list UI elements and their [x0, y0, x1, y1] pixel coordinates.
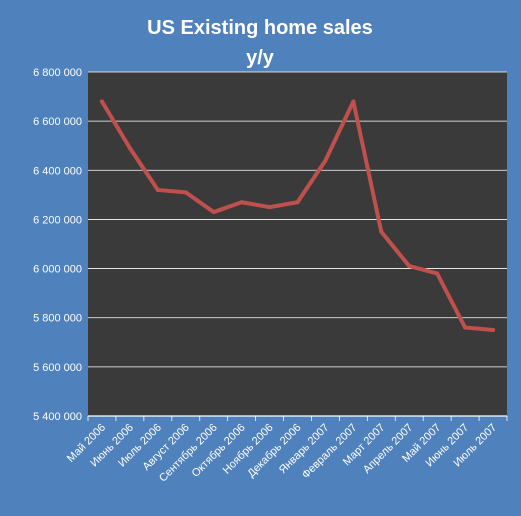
- y-tick-label: 5 800 000: [33, 313, 82, 325]
- y-axis: 5 400 000 5 600 000 5 800 000 6 000 000 6 20…: [33, 67, 82, 423]
- y-tick-label: 6 200 000: [33, 214, 82, 226]
- data-point: [491, 328, 496, 332]
- data-point: [295, 200, 300, 205]
- plot-area: [88, 72, 507, 416]
- y-tick-label: 6 400 000: [33, 165, 82, 177]
- data-point: [99, 99, 104, 104]
- y-tick-label: 6 000 000: [33, 264, 82, 276]
- data-point: [127, 146, 132, 151]
- y-tick-label: 5 600 000: [33, 362, 82, 374]
- chart-title: US Existing home sales: [147, 17, 373, 39]
- series-group: [99, 99, 496, 332]
- y-tick-label: 6 800 000: [33, 67, 82, 79]
- data-point: [463, 325, 468, 330]
- y-tick-label: 6 600 000: [33, 116, 82, 128]
- data-point: [407, 264, 412, 269]
- data-point: [323, 158, 328, 163]
- data-point: [155, 187, 160, 192]
- y-tick-label: 5 400 000: [33, 411, 82, 423]
- chart-subtitle: y/y: [246, 47, 275, 69]
- data-point: [351, 99, 356, 104]
- data-point: [267, 205, 272, 210]
- data-point: [183, 190, 188, 195]
- data-point: [211, 210, 216, 215]
- data-point: [435, 271, 440, 276]
- data-point: [239, 200, 244, 205]
- data-point: [379, 229, 384, 234]
- gridlines: [88, 71, 507, 417]
